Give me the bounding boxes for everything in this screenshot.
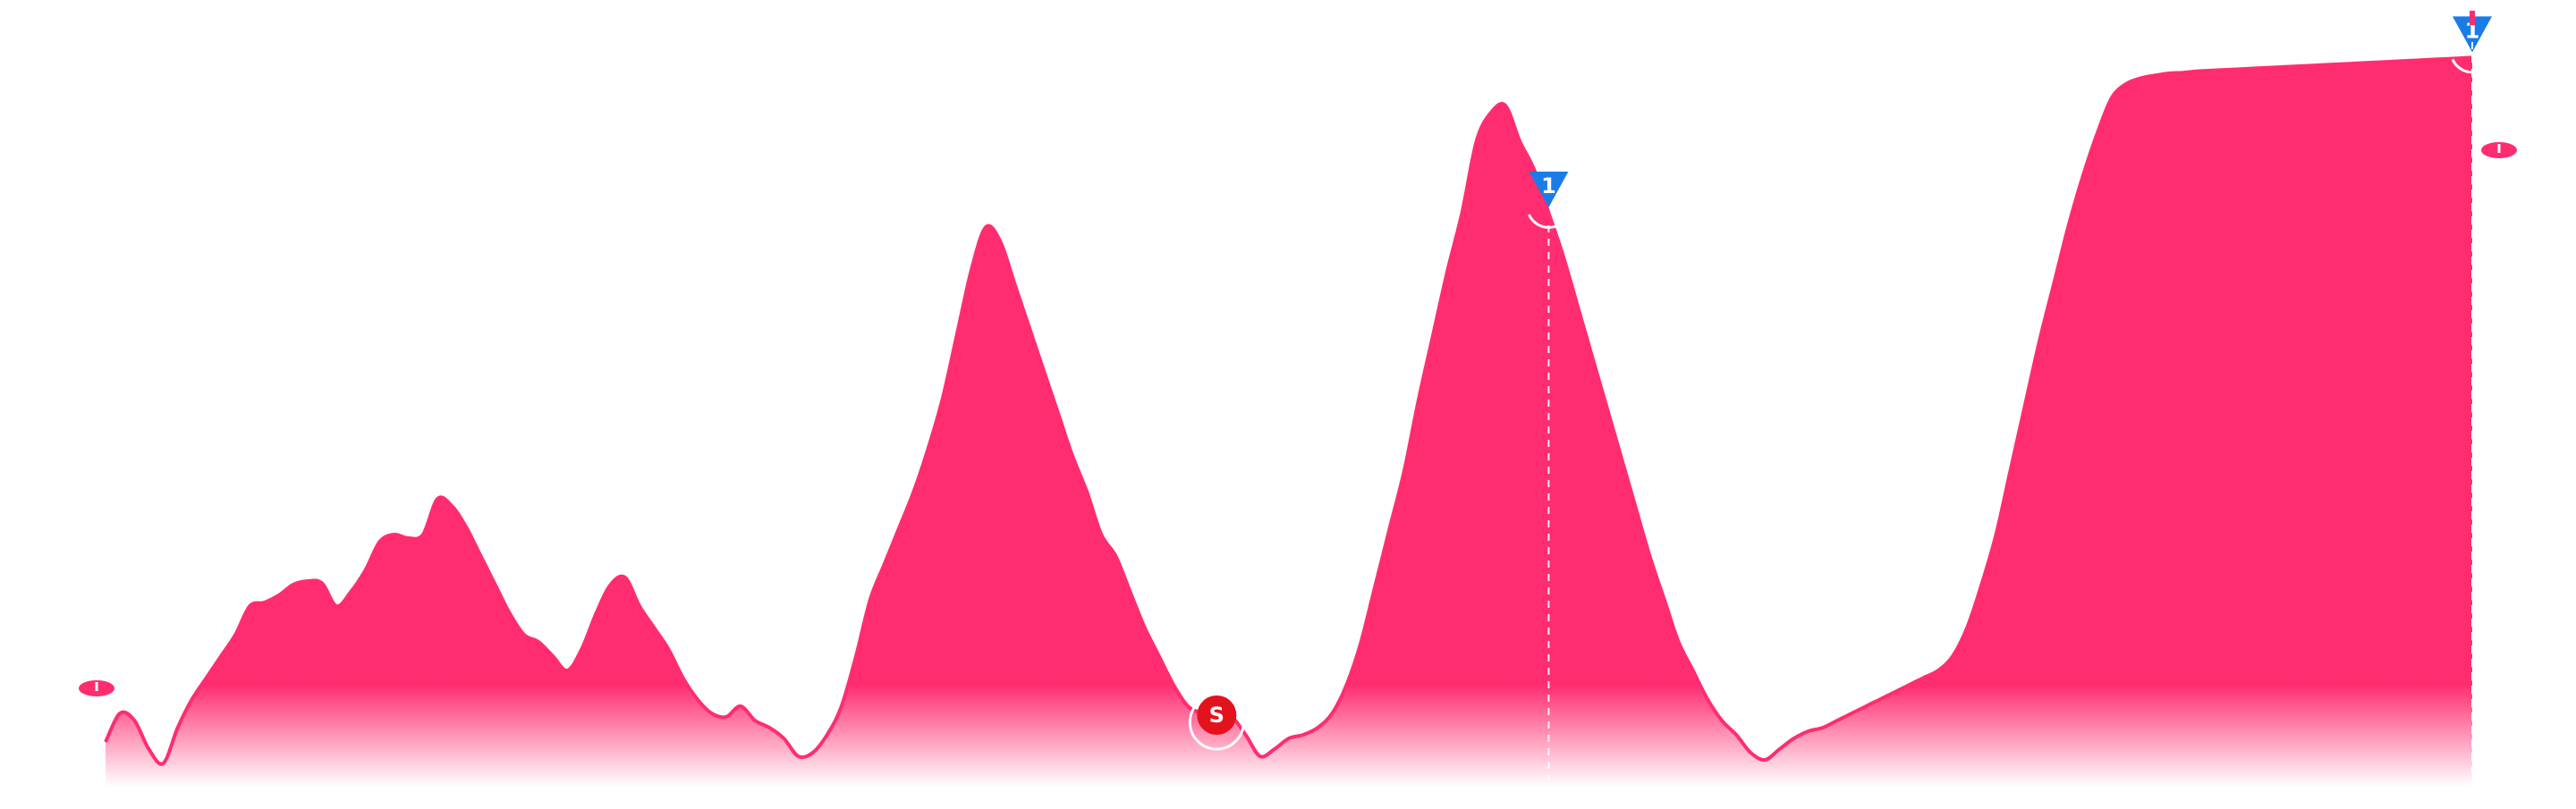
kom-marker-2 <box>1529 172 1569 207</box>
sprint-label: S <box>1209 703 1224 728</box>
sprint-marker <box>1197 695 1237 735</box>
start-marker-tick <box>95 682 98 691</box>
finish-flag <box>2470 11 2475 25</box>
finish-marker-tick <box>2497 144 2501 153</box>
kom-summit-arc <box>1528 214 1570 229</box>
elevation-line <box>104 55 2473 766</box>
kom-category-label: 1 <box>1541 173 1556 198</box>
elevation-area <box>106 57 2472 787</box>
